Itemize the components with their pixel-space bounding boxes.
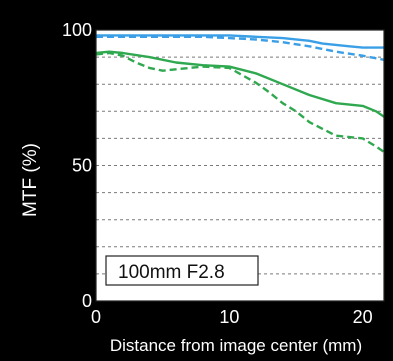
x-tick-label: 10 bbox=[219, 307, 239, 327]
series-line-4 bbox=[95, 51, 385, 153]
annotation-box bbox=[105, 255, 259, 286]
series-lines bbox=[95, 34, 385, 153]
y-tick-label: 0 bbox=[82, 291, 92, 311]
annotation-label: 100mm F2.8 bbox=[118, 262, 225, 283]
x-tick-label: 20 bbox=[353, 307, 373, 327]
x-tick-label: 0 bbox=[91, 307, 101, 327]
series-line-3 bbox=[95, 50, 385, 118]
plot-frame bbox=[95, 29, 385, 302]
series-line-1 bbox=[96, 34, 384, 49]
y-tick-label: 100 bbox=[62, 20, 92, 40]
x-axis-label: Distance from image center (mm) bbox=[110, 336, 362, 355]
annotation-group: 100mm F2.8 bbox=[105, 255, 259, 286]
tick-labels: 0 50 100 0 10 20 bbox=[62, 20, 373, 327]
y-tick-label: 50 bbox=[72, 156, 92, 176]
series-line-2 bbox=[96, 35, 385, 61]
